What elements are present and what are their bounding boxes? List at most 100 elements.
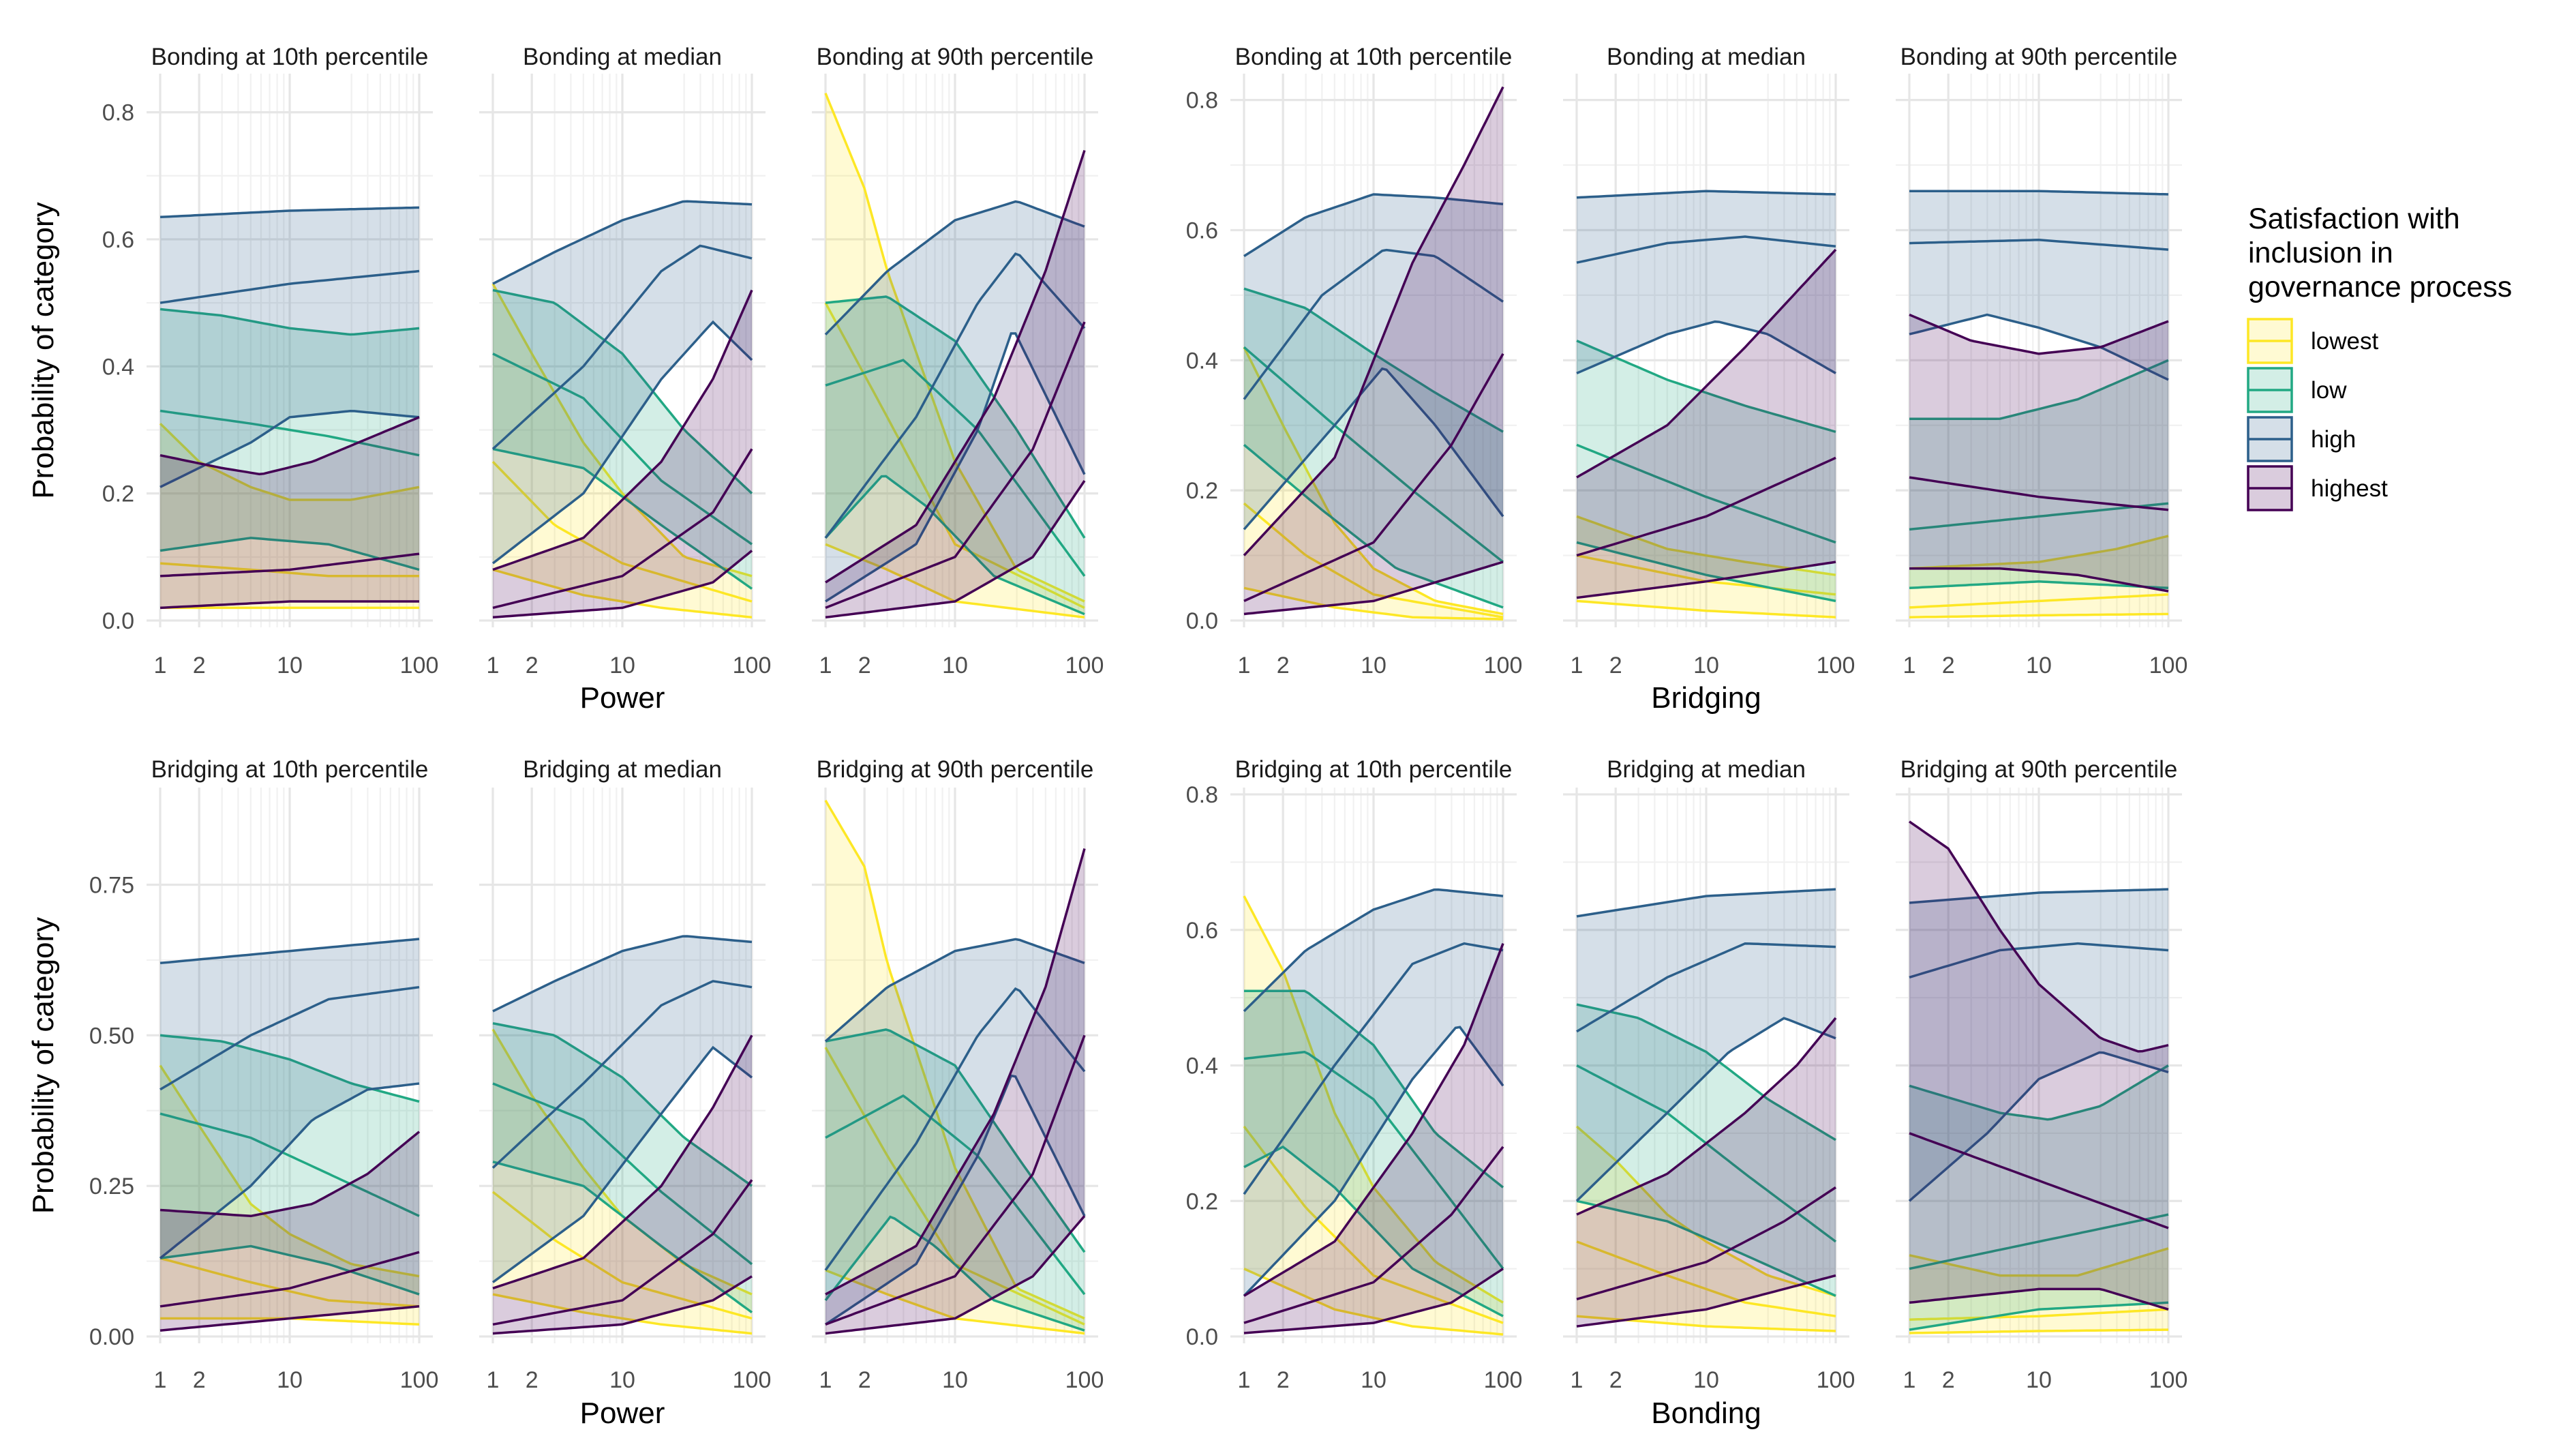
ribbon-fill-lowest <box>1244 347 1503 620</box>
ribbon-lowest <box>1909 1247 2169 1334</box>
upper-line-highest <box>1576 248 1837 479</box>
x-tick-label: 10 <box>2026 653 2052 678</box>
ribbon-fill-low <box>1909 360 2168 588</box>
mid-line-high <box>491 244 753 450</box>
mid-line-highest <box>1909 476 2169 511</box>
mid-line-highest <box>1576 1186 1836 1300</box>
mid-line-low <box>1243 1051 1504 1270</box>
mid-line-lowest <box>1909 593 2169 609</box>
mid-line-high <box>1243 248 1504 400</box>
x-tick-label: 10 <box>277 653 303 678</box>
facet-title: Bridging at 10th percentile <box>151 756 429 783</box>
x-tick-label: 10 <box>1361 1367 1387 1393</box>
mid-line-high <box>1576 235 1836 264</box>
lower-line-low <box>492 447 753 590</box>
mid-line-low <box>1243 346 1504 563</box>
x-tick-label: 2 <box>526 653 539 678</box>
x-tick-label: 100 <box>733 653 772 678</box>
facet-bridging-at-90th-percentile: Bridging at 90th percentile 1 2 10 100 <box>812 756 1104 1393</box>
mid-line-high <box>1243 942 1504 1195</box>
ribbon-highest <box>492 289 753 619</box>
x-tick-label: 10 <box>1693 1367 1719 1393</box>
mid-line-low <box>160 409 420 457</box>
ribbon-fill-lowest <box>1244 896 1503 1334</box>
x-tick-label: 2 <box>1277 653 1290 678</box>
ribbon-highest <box>1243 942 1504 1334</box>
ribbon-fill-highest <box>825 848 1085 1334</box>
mid-line-highest <box>825 321 1086 610</box>
mid-line-high <box>1909 942 2169 979</box>
mid-line-high <box>491 980 753 1169</box>
y-tick-label: 0.0 <box>1186 608 1218 634</box>
y-tick-label: 0.2 <box>102 481 134 507</box>
ribbon-fill-low <box>160 1035 419 1295</box>
x-tick-label: 100 <box>1065 1367 1104 1393</box>
lower-line-lowest <box>1909 1328 2168 1334</box>
lower-line-lowest <box>1576 599 1836 618</box>
legend-title-line: governance process <box>2248 271 2512 303</box>
facet-title: Bridging at 90th percentile <box>1900 756 2178 783</box>
x-axis-title: Bonding <box>1651 1396 1761 1430</box>
ribbon-fill-lowest <box>1577 516 1836 618</box>
ribbon-fill-high <box>1577 889 1836 1201</box>
x-tick-label: 2 <box>1609 1367 1622 1393</box>
ribbon-fill-highest <box>160 417 419 608</box>
legend-entry-highest: highest <box>2247 465 2388 511</box>
upper-line-lowest <box>491 283 753 578</box>
upper-line-highest <box>492 289 753 571</box>
upper-line-highest <box>825 149 1086 584</box>
upper-line-lowest <box>1909 1247 2169 1277</box>
x-tick-label: 2 <box>193 653 206 678</box>
facet-title: Bonding at median <box>523 44 722 70</box>
ribbon-low <box>492 288 753 590</box>
legend-label: low <box>2311 377 2347 404</box>
facet-title: Bonding at median <box>1607 44 1806 70</box>
ribbon-fill-highest <box>1909 314 2168 592</box>
lower-line-high <box>1909 313 2169 381</box>
y-tick-label: 0.6 <box>1186 218 1218 243</box>
chart-group-3: 0.00 0.25 0.50 0.75 Probability of category B… <box>27 756 1104 1430</box>
y-tick-label: 0.8 <box>1186 88 1218 114</box>
lower-line-highest <box>825 480 1086 619</box>
facet-title: Bonding at 90th percentile <box>817 44 1094 70</box>
lower-line-lowest <box>492 1293 753 1335</box>
y-tick-label: 0.25 <box>89 1174 134 1199</box>
upper-line-lowest <box>1909 535 2169 570</box>
x-tick-label: 1 <box>819 1367 832 1393</box>
lower-line-highest <box>1243 561 1504 616</box>
lower-line-low <box>492 1161 753 1314</box>
facet-bridging-at-10th-percentile: Bridging at 10th percentile 1 2 10 100 <box>1230 756 1522 1393</box>
upper-line-high <box>1909 888 2169 904</box>
facet-bonding-at-10th-percentile: Bonding at 10th percentile 1 2 10 100 <box>147 44 438 678</box>
ribbon-highest <box>1243 86 1504 616</box>
facet-title: Bridging at median <box>523 756 722 783</box>
x-tick-label: 10 <box>609 1367 635 1393</box>
x-tick-label: 2 <box>193 1367 206 1393</box>
mid-line-low <box>1909 1213 2169 1270</box>
ribbon-fill-lowest <box>493 284 752 618</box>
legend-title-line: inclusion in <box>2248 237 2393 269</box>
ribbon-low <box>1576 1003 1837 1297</box>
upper-line-highest <box>1908 820 2169 1053</box>
ribbon-fill-highest <box>825 150 1085 618</box>
mid-line-highest <box>160 1251 420 1308</box>
lower-line-high <box>1575 1017 1836 1202</box>
x-axis-title: Bridging <box>1651 681 1761 715</box>
ribbon-highest <box>1576 1017 1837 1328</box>
ribbon-low <box>492 1021 753 1314</box>
ribbon-lowest <box>1909 535 2169 618</box>
ribbon-highest <box>160 416 420 610</box>
upper-line-high <box>1576 190 1836 199</box>
upper-line-low <box>825 295 1086 539</box>
y-tick-label: 0.0 <box>1186 1324 1218 1350</box>
x-tick-label: 1 <box>1571 1367 1584 1393</box>
upper-line-highest <box>1243 86 1504 556</box>
mid-line-lowest <box>1243 1125 1504 1324</box>
ribbon-fill-highest <box>493 1035 752 1334</box>
upper-line-high <box>160 938 420 965</box>
ribbon-high <box>1575 888 1836 1202</box>
x-tick-label: 1 <box>154 653 167 678</box>
lower-line-low <box>824 1215 1085 1332</box>
mid-line-lowest <box>1909 1308 2169 1321</box>
x-tick-label: 100 <box>400 1367 439 1393</box>
